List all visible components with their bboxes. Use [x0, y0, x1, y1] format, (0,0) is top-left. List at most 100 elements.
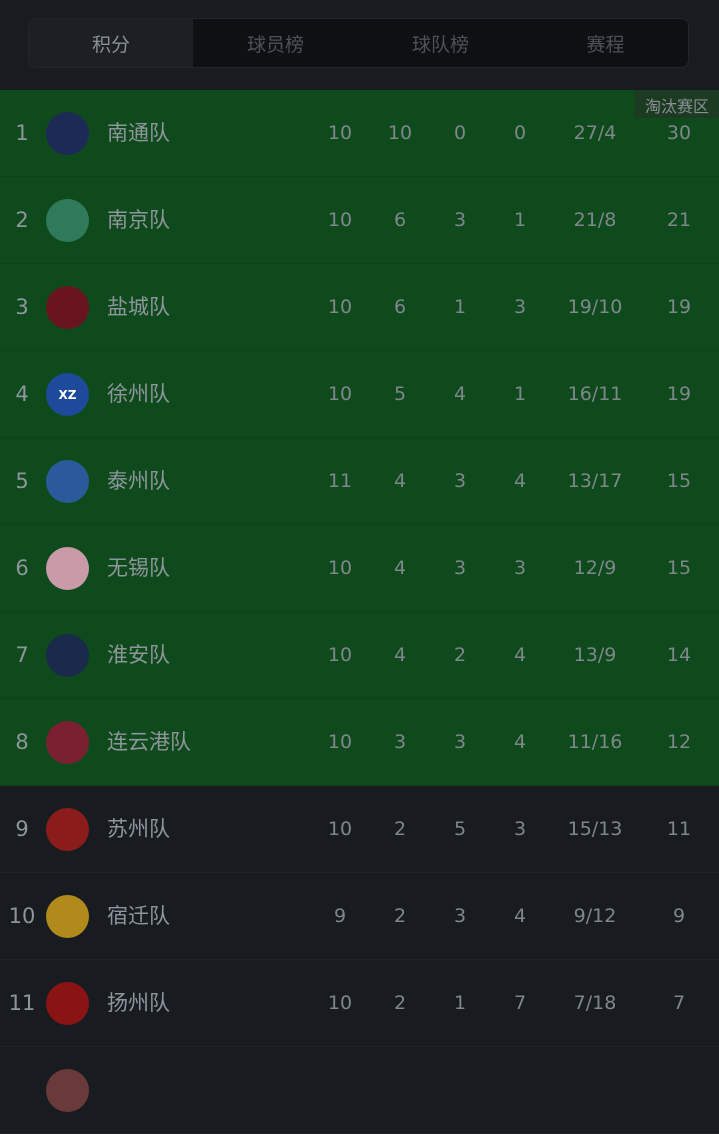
goals-cell: 9/12: [573, 905, 617, 927]
goals-cell: 13/9: [573, 644, 617, 666]
rank: 8: [15, 730, 29, 754]
drawn-cell: 3: [453, 209, 467, 231]
team-name[interactable]: 淮安队: [107, 643, 170, 667]
won-cell: 4: [393, 557, 407, 579]
goals-cell: 15/13: [567, 818, 623, 840]
won-cell: 10: [387, 122, 413, 144]
lost-cell: 3: [513, 557, 527, 579]
goals-cell: 11/16: [567, 731, 623, 753]
table-row[interactable]: 4 XZ 徐州队 10 5 4 1 16/11 19: [0, 351, 719, 438]
table-row[interactable]: 5 泰州队 11 4 3 4 13/17 15: [0, 438, 719, 525]
won-cell: 2: [393, 905, 407, 927]
table-row[interactable]: 7 淮安队 10 4 2 4 13/9 14: [0, 612, 719, 699]
table-row[interactable]: 3 盐城队 10 6 1 3 19/10 19: [0, 264, 719, 351]
team-name[interactable]: 扬州队: [107, 991, 170, 1015]
points-cell: 15: [666, 470, 692, 492]
zone-badge: 淘汰赛区: [634, 90, 719, 118]
rank: 2: [15, 208, 29, 232]
rank: 5: [15, 469, 29, 493]
team-name[interactable]: 南通队: [107, 121, 170, 145]
drawn-cell: 3: [453, 557, 467, 579]
lost-cell: 3: [513, 818, 527, 840]
table-row[interactable]: [0, 1047, 719, 1134]
team-logo-icon: [46, 634, 89, 677]
team-logo-icon: [46, 982, 89, 1025]
rank: 3: [15, 295, 29, 319]
tab-standings[interactable]: 积分: [29, 19, 193, 67]
lost-cell: 1: [513, 383, 527, 405]
played-cell: 10: [327, 557, 353, 579]
won-cell: 6: [393, 209, 407, 231]
drawn-cell: 1: [453, 296, 467, 318]
table-row[interactable]: 8 连云港队 10 3 3 4 11/16 12: [0, 699, 719, 786]
points-cell: 19: [666, 296, 692, 318]
won-cell: 6: [393, 296, 407, 318]
points-cell: 21: [666, 209, 692, 231]
team-logo-icon: [46, 808, 89, 851]
team-logo-icon: [46, 460, 89, 503]
team-name[interactable]: 徐州队: [107, 382, 170, 406]
table-row[interactable]: 6 无锡队 10 4 3 3 12/9 15: [0, 525, 719, 612]
team-logo-icon: [46, 547, 89, 590]
won-cell: 4: [393, 470, 407, 492]
team-logo-icon: [46, 286, 89, 329]
team-logo-icon: [46, 721, 89, 764]
team-logo-icon: [46, 1069, 89, 1112]
team-logo-icon: [46, 895, 89, 938]
team-name[interactable]: 盐城队: [107, 295, 170, 319]
points-cell: 14: [666, 644, 692, 666]
drawn-cell: 3: [453, 731, 467, 753]
played-cell: 10: [327, 122, 353, 144]
team-name[interactable]: 泰州队: [107, 469, 170, 493]
lost-cell: 3: [513, 296, 527, 318]
drawn-cell: 1: [453, 992, 467, 1014]
rank: 10: [8, 904, 36, 928]
tab-schedule[interactable]: 赛程: [586, 33, 625, 56]
team-name[interactable]: 宿迁队: [107, 904, 170, 928]
points-cell: 12: [666, 731, 692, 753]
points-cell: 11: [666, 818, 692, 840]
team-name[interactable]: 无锡队: [107, 556, 170, 580]
lost-cell: 4: [513, 470, 527, 492]
standings-table: 1 南通队 10 10 0 0 27/4 30 淘汰赛区 2 南京队 10 6 3 1 21/8 21 3 盐城队 1…: [0, 90, 719, 1134]
lost-cell: 1: [513, 209, 527, 231]
tab-team-rankings[interactable]: 球队榜: [411, 33, 469, 56]
lost-cell: 4: [513, 905, 527, 927]
played-cell: 10: [327, 644, 353, 666]
lost-cell: 4: [513, 644, 527, 666]
team-logo-icon: XZ: [46, 373, 89, 416]
won-cell: 3: [393, 731, 407, 753]
points-cell: 15: [666, 557, 692, 579]
table-row[interactable]: 9 苏州队 10 2 5 3 15/13 11: [0, 786, 719, 873]
logo-text: XZ: [58, 387, 77, 402]
rank: 11: [8, 991, 36, 1015]
played-cell: 10: [327, 296, 353, 318]
tab-player-rankings[interactable]: 球员榜: [246, 33, 304, 56]
points-cell: 9: [672, 905, 686, 927]
lost-cell: 7: [513, 992, 527, 1014]
points-cell: 7: [672, 992, 686, 1014]
played-cell: 10: [327, 992, 353, 1014]
drawn-cell: 3: [453, 905, 467, 927]
won-cell: 5: [393, 383, 407, 405]
team-name[interactable]: 连云港队: [107, 730, 191, 754]
table-row[interactable]: 10 宿迁队 9 2 3 4 9/12 9: [0, 873, 719, 960]
team-name[interactable]: 南京队: [107, 208, 170, 232]
team-name[interactable]: 苏州队: [107, 817, 170, 841]
played-cell: 9: [333, 905, 347, 927]
rank: 6: [15, 556, 29, 580]
rank: 9: [15, 817, 29, 841]
points-cell: 30: [666, 122, 692, 144]
rank: 4: [15, 382, 29, 406]
won-cell: 2: [393, 818, 407, 840]
team-logo-icon: [46, 199, 89, 242]
goals-cell: 7/18: [573, 992, 617, 1014]
table-row[interactable]: 1 南通队 10 10 0 0 27/4 30 淘汰赛区: [0, 90, 719, 177]
lost-cell: 4: [513, 731, 527, 753]
drawn-cell: 0: [453, 122, 467, 144]
drawn-cell: 4: [453, 383, 467, 405]
rank: 1: [15, 121, 29, 145]
table-row[interactable]: 11 扬州队 10 2 1 7 7/18 7: [0, 960, 719, 1047]
table-row[interactable]: 2 南京队 10 6 3 1 21/8 21: [0, 177, 719, 264]
won-cell: 4: [393, 644, 407, 666]
